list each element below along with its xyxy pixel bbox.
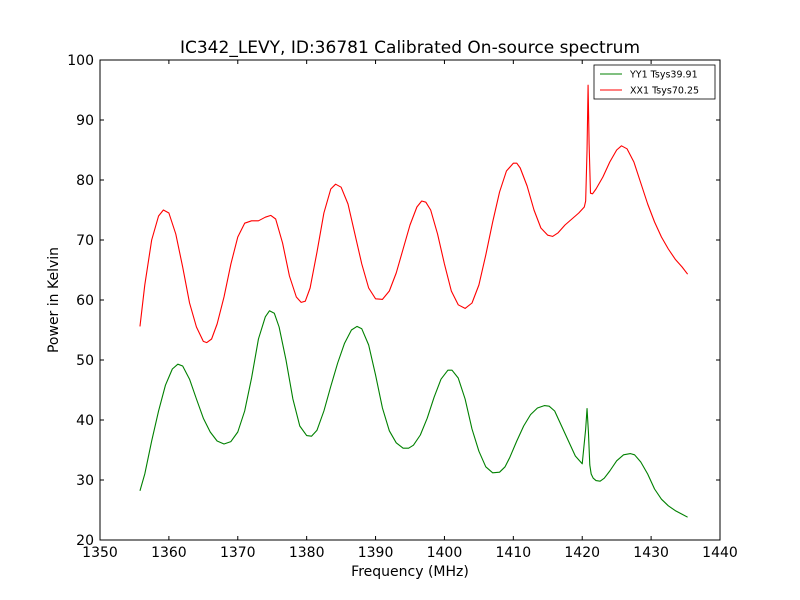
x-tick-label: 1430	[633, 545, 669, 561]
y-tick-label: 30	[76, 473, 94, 489]
x-tick-label: 1350	[82, 545, 118, 561]
y-tick-label: 60	[76, 293, 94, 309]
y-tick-label: 100	[67, 53, 94, 69]
y-tick-label: 80	[76, 173, 94, 189]
chart-title: IC342_LEVY, ID:36781 Calibrated On-sourc…	[180, 38, 640, 58]
legend-box	[593, 64, 716, 100]
x-axis-label: Frequency (MHz)	[351, 564, 469, 580]
x-tick-label: 1370	[220, 545, 256, 561]
x-tick-label: 1380	[289, 545, 325, 561]
x-tick-label: 1360	[151, 545, 187, 561]
legend: YY1 Tsys39.91 XX1 Tsys70.25	[593, 64, 716, 100]
x-tick-label: 1420	[564, 545, 600, 561]
y-axis: 20 30 40 50 60 70 80 90 100	[67, 53, 720, 549]
x-tick-label: 1390	[358, 545, 394, 561]
legend-label-1: XX1 Tsys70.25	[630, 86, 699, 97]
y-tick-label: 70	[76, 233, 94, 249]
x-tick-label: 1400	[427, 545, 463, 561]
x-axis: 1350 1360 1370 1380 1390 1400 1410 1420 1430 1440	[82, 60, 738, 561]
x-tick-label: 1440	[702, 545, 738, 561]
y-tick-label: 90	[76, 113, 94, 129]
y-axis-label: Power in Kelvin	[46, 247, 62, 353]
y-tick-label: 40	[76, 413, 94, 429]
legend-label-0: YY1 Tsys39.91	[629, 70, 698, 81]
y-tick-label: 50	[76, 353, 94, 369]
plot-area: 1350 1360 1370 1380 1390 1400 1410 1420 1430 1440…	[67, 53, 738, 561]
series-layer	[139, 84, 689, 518]
y-tick-label: 20	[76, 533, 94, 549]
x-tick-label: 1410	[496, 545, 532, 561]
series-line-1	[139, 84, 689, 344]
series-line-0	[139, 310, 688, 518]
